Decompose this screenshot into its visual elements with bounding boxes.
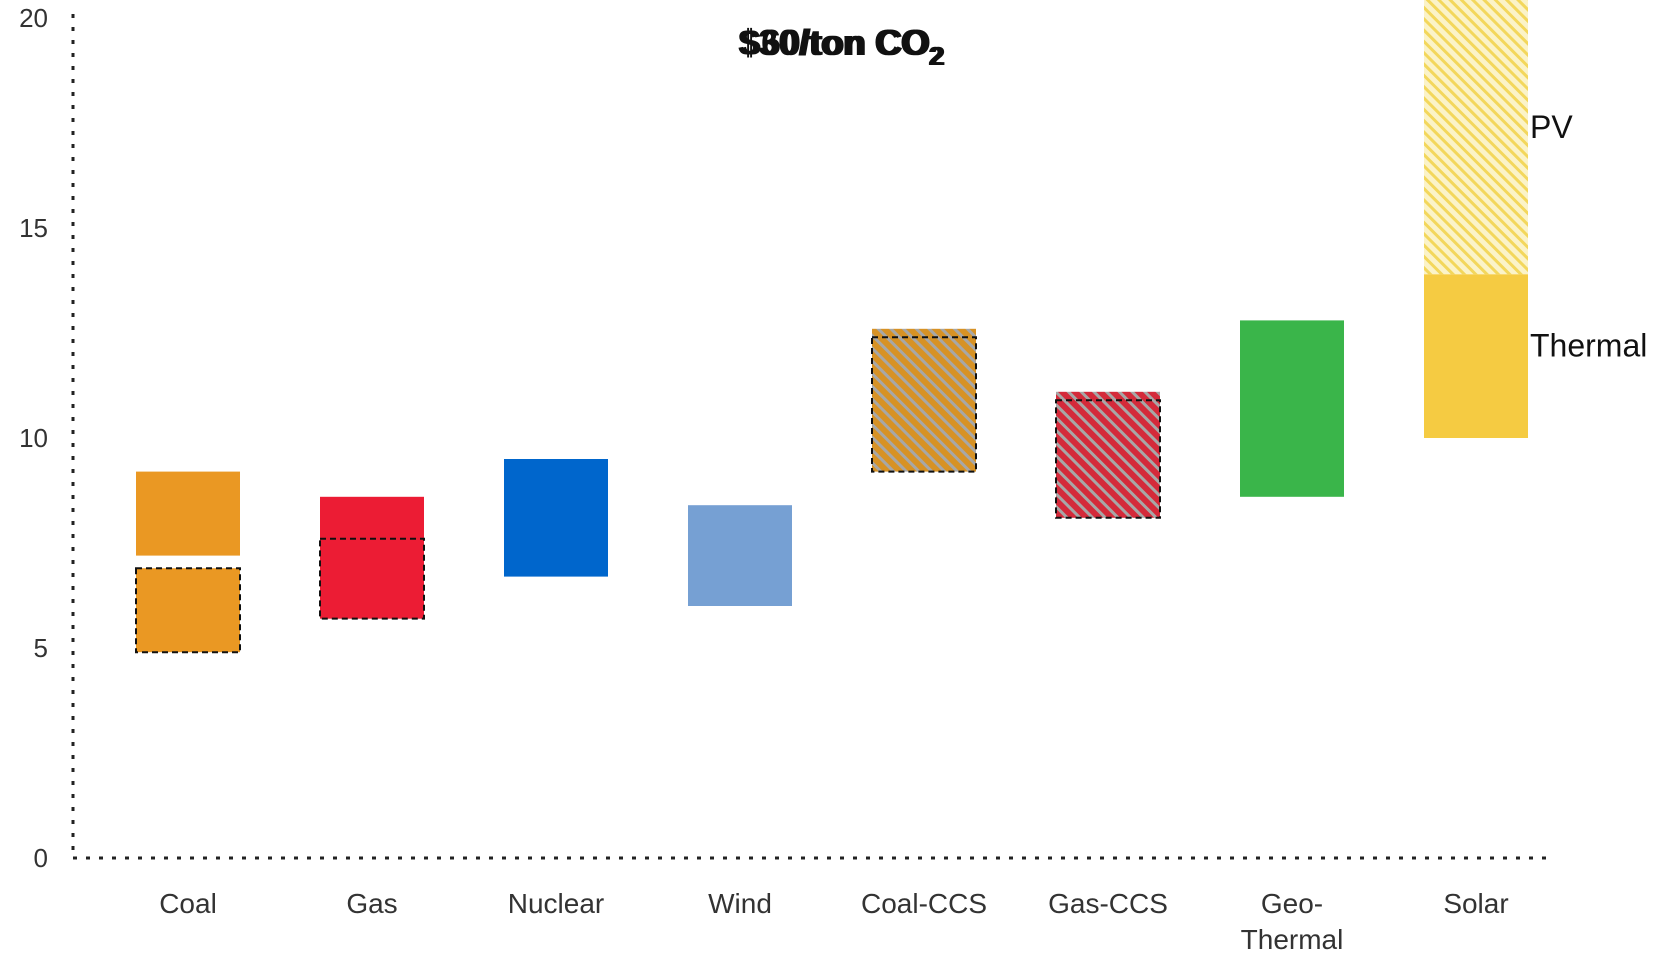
bar-coal-0 [136,471,240,556]
chart-title-line-2: $60/ton CO2 [741,22,946,71]
category-label-geo-thermal: Geo-Thermal [1241,888,1344,954]
category-label-solar: Solar [1443,888,1508,919]
category-label-wind: Wind [708,888,772,919]
category-label-gas: Gas [346,888,397,919]
annotation-pv: PV [1530,109,1573,145]
bar-coal-1 [135,567,241,654]
category-label-nuclear: Nuclear [508,888,604,919]
annotations: PV Thermal [1530,109,1647,363]
y-tick-label-20: 20 [19,3,48,33]
bar-solar-12 [1424,0,1528,275]
bar-coal-ccs-6 [872,328,976,472]
category-label-gas-ccs: Gas-CCS [1048,888,1168,919]
bar-coal-ccs-7 [871,336,977,473]
bar-solar-11 [1424,274,1528,438]
category-label-coal: Coal [159,888,217,919]
y-tick-label-5: 5 [34,633,48,663]
y-tick-labels: 0 5 10 15 20 [19,3,48,873]
category-label-coal-ccs: Coal-CCS [861,888,987,919]
category-labels: Coal Gas Nuclear Wind Coal-CCS Gas-CCS Geo-The… [159,888,1508,954]
chart-title: $30/ton CO2 $60/ton CO2 [738,22,946,71]
bar-geo-thermal-10 [1240,320,1344,497]
bar-gas-ccs-8 [1056,391,1160,518]
y-tick-label-0: 0 [34,843,48,873]
bar-wind-5 [688,505,792,606]
annotation-thermal: Thermal [1530,328,1647,364]
bars-layer [135,0,1528,654]
bar-nuclear-4 [504,459,608,577]
y-tick-label-15: 15 [19,213,48,243]
y-tick-label-10: 10 [19,423,48,453]
chart-title-line-1: $30/ton CO2 [738,22,943,71]
bar-gas-ccs-9 [1055,399,1161,519]
bar-gas-3 [319,537,425,620]
